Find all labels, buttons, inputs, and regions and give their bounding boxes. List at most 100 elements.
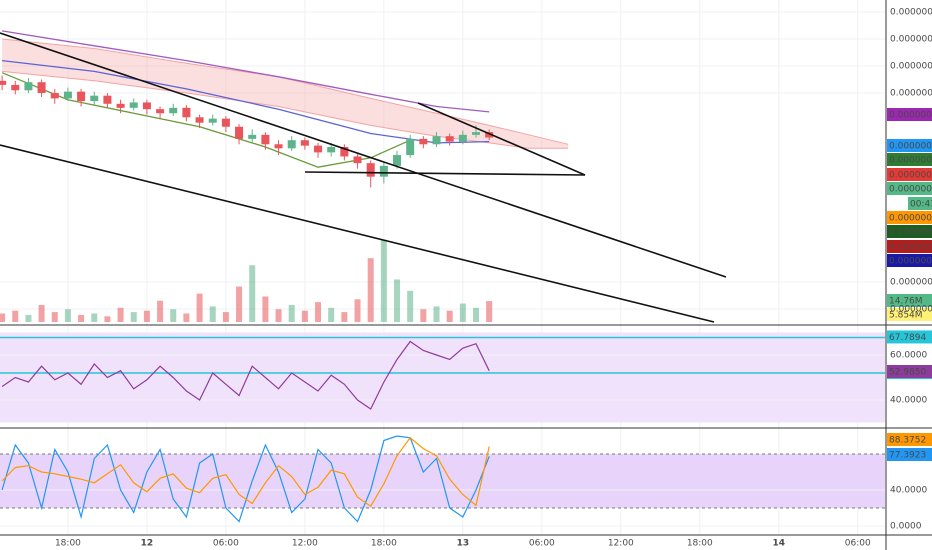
x-tick-label: 12	[141, 539, 154, 549]
price-label-box	[887, 182, 932, 195]
price-label: 0.00000064	[889, 214, 932, 224]
y-tick-label: 0.0000	[890, 522, 922, 532]
candle-body	[261, 134, 270, 145]
price-label: 0.00000064	[889, 228, 932, 238]
candle-body	[248, 134, 257, 139]
price-label-box	[887, 240, 932, 253]
volume-bar	[328, 307, 335, 322]
volume-bar	[0, 313, 6, 322]
candle-body	[379, 165, 388, 177]
trend-line	[0, 32, 727, 278]
x-tick-label: 18:00	[55, 539, 81, 549]
candle-body	[90, 95, 99, 102]
volume-bar	[222, 312, 229, 322]
candle-body	[11, 84, 20, 91]
x-tick-label: 06:00	[213, 539, 239, 549]
volume-bar	[104, 316, 111, 322]
volume-bar	[64, 309, 71, 322]
volume-bar	[25, 314, 32, 322]
indicator-line	[1, 435, 490, 523]
price-label-box	[887, 108, 932, 121]
price-label: 0.00000064	[889, 171, 932, 181]
volume-bar	[367, 258, 374, 322]
price-label-box	[887, 330, 932, 344]
candle-body	[208, 118, 217, 123]
y-tick-label: 0.00000068	[890, 88, 932, 98]
price-label-box	[887, 433, 932, 446]
price-label: 0.00000064	[889, 156, 932, 166]
volume-bar	[78, 314, 85, 322]
volume-bar	[275, 309, 282, 322]
volume-bar	[433, 306, 440, 322]
candle-body	[406, 138, 415, 156]
indicator-line	[1, 72, 411, 168]
candle-body	[103, 95, 112, 104]
price-label: 77.3923	[889, 451, 926, 461]
candle-body	[472, 132, 481, 135]
candle-body	[0, 80, 7, 85]
price-label-box	[887, 365, 932, 378]
x-tick-label: 18:00	[687, 539, 713, 549]
candle-body	[63, 91, 72, 99]
volume-bar	[354, 299, 361, 322]
volume-bar	[12, 310, 19, 322]
candle-body	[129, 102, 138, 108]
candle-body	[353, 156, 362, 164]
candle-body	[393, 155, 402, 166]
price-label: 0.00000063	[889, 257, 932, 267]
y-tick-label: 0.00000070	[890, 61, 932, 71]
candle-body	[169, 107, 178, 114]
price-label: 67.7894	[889, 333, 926, 343]
volume-bar	[341, 312, 348, 322]
candle-body	[156, 109, 165, 114]
x-tick-label: 06:00	[845, 539, 871, 549]
price-label: 00:43	[910, 200, 932, 210]
price-label: 14.76M	[889, 297, 923, 307]
x-tick-label: 18:00	[371, 539, 397, 549]
volume-bar	[143, 310, 150, 322]
candle-body	[116, 103, 125, 108]
cloud-edge	[2, 70, 569, 149]
volume-bar	[38, 304, 45, 322]
cloud-fill	[2, 39, 569, 149]
candle-body	[432, 136, 441, 145]
price-label: 88.3752	[889, 436, 926, 446]
volume-bar	[183, 313, 190, 322]
price-label-box	[887, 294, 932, 307]
volume-bar	[420, 309, 427, 322]
volume-bar	[51, 312, 58, 322]
indicator-line	[1, 30, 490, 113]
candle-body	[366, 163, 375, 177]
volume-bar	[394, 279, 401, 322]
y-tick-label: 0.00000054	[890, 277, 932, 287]
price-label: 0.00000064	[889, 185, 932, 195]
candle-body	[37, 82, 46, 93]
price-label-box	[887, 308, 932, 321]
candle-body	[221, 118, 230, 127]
y-tick-label: 0.00000052	[890, 304, 932, 314]
candle-body	[24, 82, 33, 91]
candle-body	[314, 145, 323, 153]
y-tick-label: 40.0000	[890, 396, 927, 406]
volume-bar	[236, 286, 243, 322]
trend-line	[417, 102, 586, 176]
candle-body	[50, 92, 59, 99]
price-label: 0.00000064	[889, 142, 932, 152]
price-label-box	[887, 448, 932, 461]
volume-bar	[301, 310, 308, 322]
volume-bar	[262, 296, 269, 322]
volume-bar	[209, 306, 216, 322]
candle-body	[287, 140, 296, 149]
price-label-box	[887, 211, 932, 224]
candle-body	[235, 126, 244, 139]
plot-layer: 0.00000066 0.00000064 0.00000064 0.00000064…	[0, 0, 932, 535]
candle-body	[485, 132, 494, 138]
candle-body	[445, 136, 454, 142]
band	[0, 332, 885, 423]
candle-body	[300, 140, 309, 146]
volume-bar	[157, 300, 164, 322]
indicator-line	[1, 436, 490, 508]
price-label: 52.9850	[889, 368, 926, 378]
candle-body	[327, 146, 336, 153]
